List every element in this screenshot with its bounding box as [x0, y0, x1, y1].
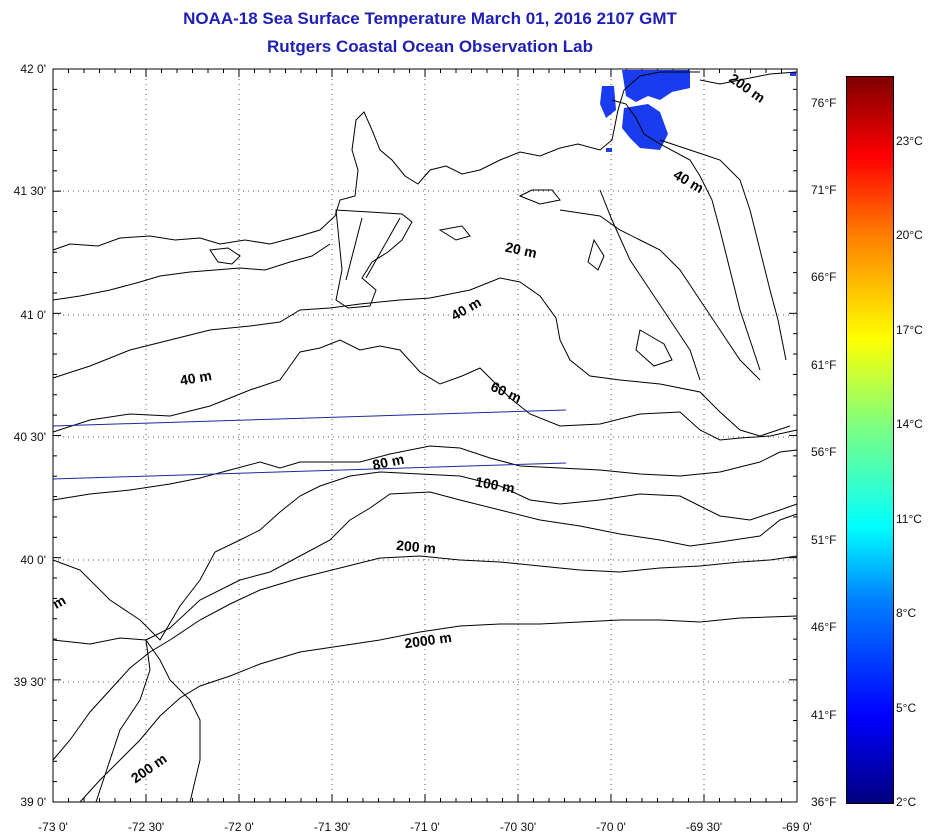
celsius-label: 23°C — [896, 134, 923, 148]
fahrenheit-label: 76°F — [811, 96, 837, 110]
lon-label: -71 30' — [313, 820, 351, 834]
fahrenheit-label: 51°F — [811, 533, 837, 547]
lat-label: 42 0' — [20, 62, 46, 76]
contour-label: 40 m — [179, 367, 213, 388]
celsius-label: 8°C — [896, 606, 917, 620]
coastline — [52, 71, 798, 381]
lat-label: 41 30' — [13, 184, 46, 198]
lon-label: -73 0' — [38, 820, 68, 834]
contour-label: 20 m — [504, 239, 539, 261]
celsius-label: 2°C — [896, 795, 917, 809]
fahrenheit-label: 66°F — [811, 270, 837, 284]
lat-label: 40 30' — [13, 430, 46, 444]
lon-label: -69 0' — [782, 820, 812, 834]
contour-label: 100 m — [474, 473, 516, 496]
lat-label: 41 0' — [20, 308, 46, 322]
celsius-label: 5°C — [896, 701, 917, 715]
lon-label: -72 30' — [127, 820, 165, 834]
contour-label: 200 m — [396, 537, 437, 556]
contour-label: 80 m — [371, 451, 406, 473]
lat-label: 40 0' — [20, 553, 46, 567]
map-title: NOAA-18 Sea Surface Temperature March 01… — [183, 9, 677, 28]
map-subtitle: Rutgers Coastal Ocean Observation Lab — [267, 37, 593, 56]
axis-ticks — [52, 68, 798, 803]
contour-label: 2000 m — [403, 629, 452, 651]
graticule — [53, 69, 797, 802]
lat-label: 39 30' — [13, 675, 46, 689]
fahrenheit-label: 36°F — [811, 795, 837, 809]
celsius-label: 17°C — [896, 323, 923, 337]
bathymetry-contours — [52, 277, 798, 803]
temperature-colorbar — [846, 76, 894, 804]
fahrenheit-label: 71°F — [811, 183, 837, 197]
celsius-label: 11°C — [896, 512, 922, 526]
celsius-label: 20°C — [896, 228, 923, 242]
fahrenheit-label: 61°F — [811, 358, 837, 372]
lon-label: -70 30' — [499, 820, 537, 834]
sst-pixels — [600, 70, 796, 152]
fahrenheit-label: 56°F — [811, 445, 837, 459]
lat-label: 39 0' — [20, 795, 46, 809]
lon-label: -72 0' — [224, 820, 254, 834]
fahrenheit-label: 46°F — [811, 620, 837, 634]
celsius-label: 14°C — [896, 417, 923, 431]
satellite-track — [52, 409, 567, 480]
lon-label: -70 0' — [596, 820, 626, 834]
lon-label: -69 30' — [685, 820, 723, 834]
fahrenheit-label: 41°F — [811, 708, 837, 722]
lon-label: -71 0' — [410, 820, 440, 834]
